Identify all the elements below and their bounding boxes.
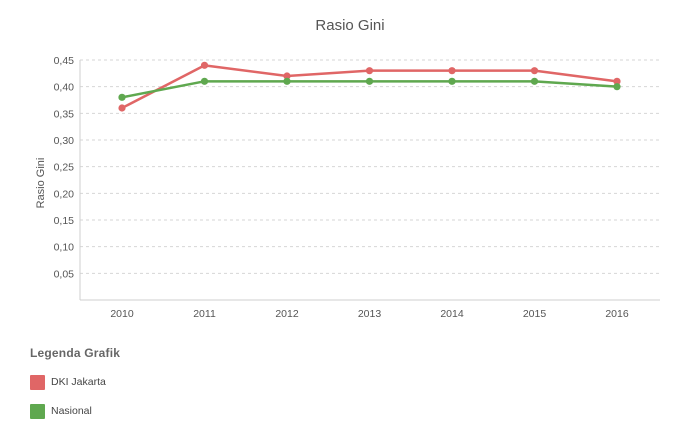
data-point (613, 83, 621, 91)
chart-title: Rasio Gini (315, 17, 384, 34)
x-tick-labels: 2010 2011 2012 2013 2014 2015 2016 (110, 308, 629, 320)
legend-item: DKI Jakarta (30, 374, 120, 390)
data-point (530, 67, 539, 75)
axes (79, 60, 660, 301)
data-point (118, 104, 126, 112)
legend-swatch (30, 403, 45, 419)
legend-label: DKI Jakarta (51, 376, 106, 388)
legend-title: Legenda Grafik (30, 346, 121, 360)
series-group (118, 61, 621, 112)
y-tick-label: 0,30 (54, 135, 75, 147)
gini-line-chart: Rasio Gini 0,050,100,150,200,250,300,350… (35, 17, 660, 320)
y-tick-label: 0,35 (54, 108, 75, 120)
data-point (283, 72, 291, 80)
x-tick-label: 2012 (275, 308, 299, 320)
data-point (448, 77, 456, 85)
legend-item: Nasional (30, 403, 120, 419)
y-tick-label: 0,40 (54, 82, 75, 94)
x-tick-label: 2010 (110, 308, 134, 320)
y-tick-label: 0,05 (54, 268, 75, 280)
y-axis-label: Rasio Gini (35, 158, 47, 209)
x-tick-label: 2015 (523, 308, 547, 320)
data-point (530, 77, 539, 85)
legend-items: DKI Jakarta Nasional (30, 374, 120, 419)
legend-swatch (30, 374, 45, 390)
data-point (448, 67, 456, 75)
legend: Legenda Grafik DKI Jakarta Nasional (30, 346, 120, 432)
legend-label: Nasional (51, 405, 92, 417)
y-tick-label: 0,20 (54, 188, 75, 200)
x-tick-label: 2011 (193, 308, 216, 320)
data-point (200, 77, 209, 85)
data-point (365, 67, 374, 75)
grid-lines (80, 59, 660, 274)
y-tick-labels: 0,05 0,10 0,15 0,20 0,25 0,30 0,35 0,40 0,45 (54, 55, 75, 280)
y-tick-label: 0,15 (54, 215, 75, 227)
y-tick-label: 0,25 (54, 162, 75, 174)
y-tick-label: 0,45 (54, 55, 75, 67)
data-point (365, 77, 374, 85)
data-point (200, 61, 209, 69)
x-tick-label: 2016 (605, 308, 629, 320)
data-point (118, 93, 126, 101)
x-tick-label: 2014 (440, 308, 464, 320)
y-tick-label: 0,10 (54, 242, 75, 254)
data-point (283, 77, 291, 85)
x-tick-label: 2013 (358, 308, 382, 320)
data-point (613, 77, 621, 85)
